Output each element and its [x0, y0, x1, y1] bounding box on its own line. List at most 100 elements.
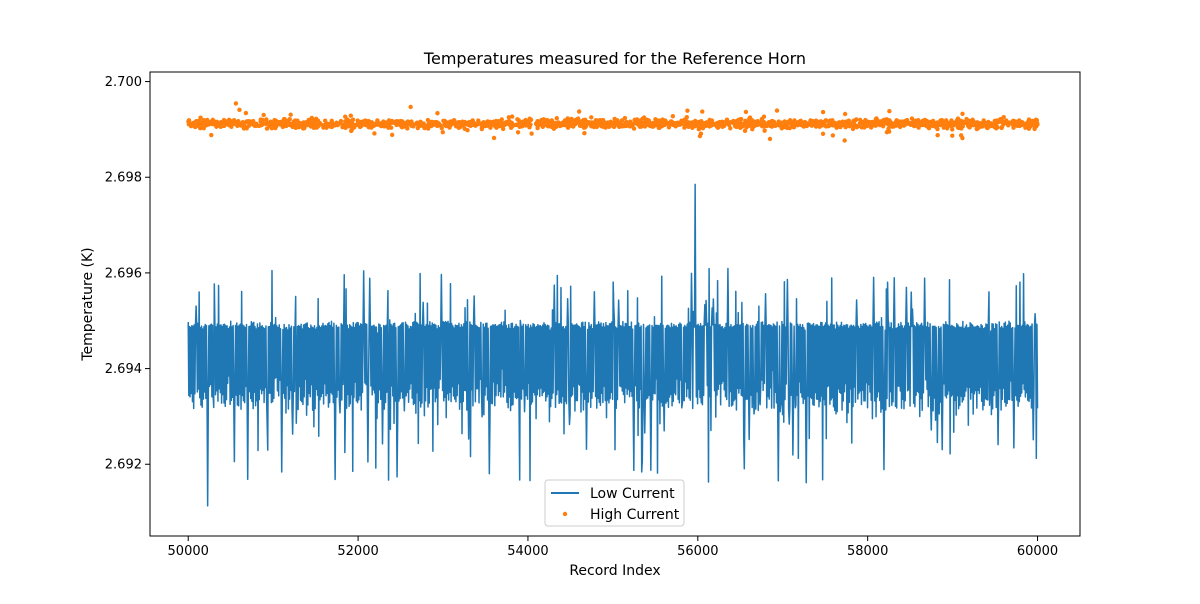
high-current-point — [708, 123, 713, 128]
high-current-point — [509, 114, 515, 119]
high-current-point — [315, 122, 321, 127]
high-current-point — [545, 121, 550, 126]
high-current-point — [715, 125, 720, 130]
high-current-point — [909, 116, 915, 121]
high-current-point — [964, 119, 969, 124]
high-current-point — [346, 124, 352, 129]
high-current-point — [213, 119, 218, 124]
high-current-point — [989, 123, 994, 128]
high-current-point — [795, 120, 800, 126]
high-current-point — [854, 123, 859, 129]
high-current-point — [759, 116, 765, 122]
high-current-point — [834, 122, 840, 127]
high-current-point — [902, 119, 907, 124]
high-current-point — [237, 107, 242, 113]
high-current-point — [884, 129, 890, 135]
high-current-point — [421, 121, 426, 126]
high-current-point — [924, 120, 930, 126]
high-current-point — [994, 126, 999, 131]
high-current-point — [497, 121, 503, 127]
high-current-point — [432, 122, 438, 127]
high-current-point — [251, 122, 257, 127]
high-current-point — [490, 120, 495, 125]
high-current-point — [235, 120, 241, 125]
high-current-point — [242, 124, 247, 129]
high-current-point — [322, 118, 328, 123]
chart-title: Temperatures measured for the Reference … — [423, 49, 806, 68]
high-current-point — [907, 121, 913, 126]
legend-high-current-label: High Current — [590, 507, 680, 523]
high-current-point — [357, 121, 362, 127]
high-current-point — [660, 118, 665, 123]
high-current-point — [685, 108, 690, 113]
high-current-point — [644, 117, 650, 123]
high-current-point — [273, 123, 278, 128]
high-current-point — [586, 120, 592, 125]
high-current-point — [375, 118, 380, 123]
plot-area — [186, 101, 1040, 507]
high-current-point — [973, 121, 979, 126]
high-current-point — [784, 124, 789, 129]
high-current-point — [529, 131, 534, 136]
high-current-point — [565, 125, 571, 130]
x-tick-label: 58000 — [847, 544, 888, 559]
high-current-point — [824, 118, 829, 123]
high-current-point — [850, 126, 856, 132]
high-current-point — [742, 128, 748, 134]
low-current-series — [187, 183, 1039, 507]
high-current-point — [820, 109, 826, 115]
high-current-point — [653, 118, 659, 124]
high-current-point — [1035, 120, 1040, 126]
high-current-point — [400, 119, 405, 124]
high-current-point — [243, 110, 249, 116]
high-current-point — [630, 124, 635, 129]
high-current-point — [887, 108, 892, 114]
high-current-point — [960, 135, 965, 141]
high-current-point — [611, 124, 616, 129]
high-current-point — [372, 123, 378, 128]
high-current-point — [261, 112, 266, 118]
high-current-point — [657, 121, 663, 127]
high-current-point — [985, 125, 990, 131]
high-current-point — [999, 125, 1004, 131]
high-current-point — [330, 123, 336, 129]
high-current-point — [226, 117, 232, 123]
x-tick-label: 52000 — [337, 544, 378, 559]
high-current-point — [691, 123, 696, 129]
high-current-point — [240, 119, 246, 125]
high-current-point — [732, 124, 738, 129]
high-current-point — [214, 123, 220, 129]
high-current-point — [251, 118, 256, 124]
high-current-point — [516, 118, 522, 123]
high-current-point — [847, 123, 853, 128]
high-current-point — [226, 121, 232, 126]
high-current-point — [901, 123, 907, 128]
high-current-point — [954, 119, 959, 124]
high-current-point — [815, 119, 820, 124]
high-current-point — [1010, 120, 1016, 126]
legend: Low Current High Current — [544, 479, 685, 527]
high-current-point — [273, 119, 279, 124]
high-current-point — [295, 118, 300, 123]
high-current-point — [302, 123, 308, 129]
high-current-point — [455, 122, 460, 127]
high-current-point — [771, 119, 777, 125]
high-current-point — [950, 127, 955, 132]
high-current-point — [865, 121, 871, 127]
high-current-point — [186, 118, 192, 123]
high-current-point — [440, 129, 445, 135]
y-axis-label: Temperature (K) — [80, 247, 96, 361]
high-current-point — [462, 126, 467, 132]
high-current-point — [662, 122, 667, 128]
high-current-point — [868, 125, 874, 130]
high-current-point — [767, 136, 773, 142]
high-current-point — [826, 123, 831, 129]
high-current-point — [394, 121, 400, 126]
high-current-point — [716, 120, 721, 126]
high-current-point — [1032, 126, 1037, 132]
high-current-point — [993, 122, 998, 128]
high-current-point — [573, 117, 578, 123]
high-current-point — [515, 130, 521, 135]
high-current-point — [843, 123, 849, 128]
high-current-point — [960, 111, 965, 116]
